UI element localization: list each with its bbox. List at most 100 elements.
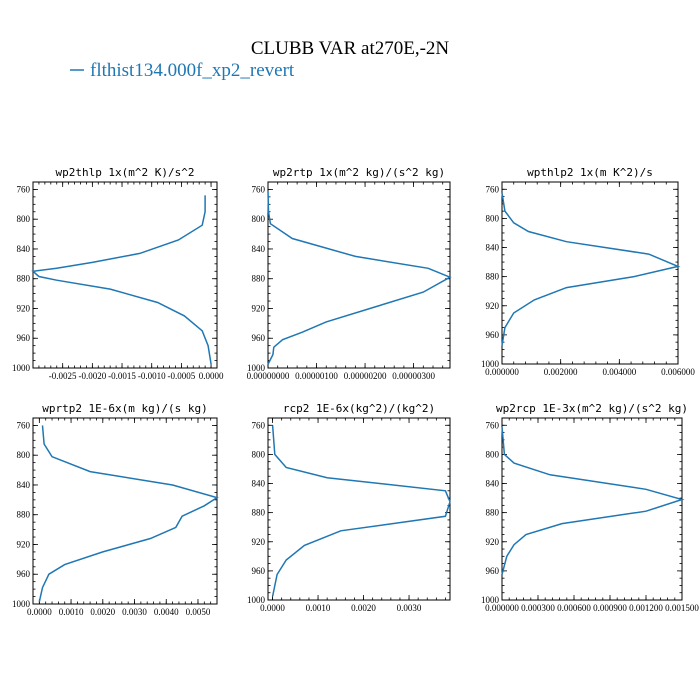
- panel-5: rcp2 1E-6x(kg^2)/(kg^2) 760 800 840 880 920 96…: [247, 402, 451, 613]
- y-tick-label: 760: [486, 184, 500, 194]
- y-tick-label: 760: [252, 420, 266, 430]
- y-tick-label: 920: [486, 301, 500, 311]
- y-tick-label: 1000: [481, 359, 500, 369]
- y-tick-label: 880: [17, 510, 31, 520]
- y-tick-label: 880: [252, 508, 266, 518]
- panels: wp2thlp 1x(m^2 K)/s^2 760 800 840 880 920 960 1…: [12, 166, 699, 617]
- y-tick-label: 1000: [12, 363, 31, 373]
- x-tick-label: 0.001200: [629, 603, 663, 613]
- x-tick-label: 0.00000300: [392, 371, 435, 381]
- y-tick-label: 880: [486, 272, 500, 282]
- y-tick-label: 880: [17, 274, 31, 284]
- panel-title: rcp2 1E-6x(kg^2)/(kg^2): [283, 402, 435, 415]
- x-tick-label: 0.0030: [397, 603, 422, 613]
- x-tick-label: 0.0050: [186, 607, 211, 617]
- y-tick-label: 840: [17, 244, 31, 254]
- x-tick-label: 0.0010: [59, 607, 84, 617]
- x-tick-label: -0.0025: [49, 371, 77, 381]
- x-tick-label: 0.0040: [154, 607, 179, 617]
- x-tick-label: 0.002000: [544, 367, 578, 377]
- x-tick-label: 0.001500: [665, 603, 699, 613]
- x-tick-label: 0.0000: [260, 603, 285, 613]
- series-line: [31, 195, 212, 365]
- y-tick-label: 1000: [481, 595, 500, 605]
- plot-frame: [267, 181, 451, 369]
- y-tick-label: 960: [486, 330, 500, 340]
- y-tick-label: 800: [486, 213, 500, 223]
- y-tick-label: 800: [252, 449, 266, 459]
- plot-frame: [267, 417, 451, 601]
- y-tick-label: 840: [17, 480, 31, 490]
- y-tick-label: 840: [486, 243, 500, 253]
- y-tick-label: 920: [486, 537, 500, 547]
- y-tick-label: 760: [252, 184, 266, 194]
- panel-title: wpthlp2 1x(m K^2)/s: [527, 166, 653, 179]
- y-tick-label: 840: [252, 244, 266, 254]
- y-tick-label: 960: [252, 333, 266, 343]
- panel-6: wp2rcp 1E-3x(m^2 kg)/(s^2 kg) 760 800 840 88…: [481, 402, 699, 613]
- x-tick-label: 0.000900: [593, 603, 627, 613]
- x-tick-label: 0.0010: [306, 603, 331, 613]
- y-tick-label: 1000: [247, 595, 266, 605]
- x-tick-label: -0.0020: [78, 371, 106, 381]
- plot-frame: [32, 181, 218, 369]
- y-tick-label: 760: [17, 184, 31, 194]
- panel-title: wp2rcp 1E-3x(m^2 kg)/(s^2 kg): [496, 402, 688, 415]
- x-tick-label: 0.000000: [485, 603, 519, 613]
- series-line: [501, 192, 681, 346]
- plot-frame: [501, 417, 683, 601]
- x-tick-label: -0.0005: [168, 371, 196, 381]
- x-tick-label: 0.004000: [602, 367, 636, 377]
- y-tick-label: 880: [252, 274, 266, 284]
- series-line: [271, 425, 451, 597]
- x-tick-label: -0.0010: [138, 371, 166, 381]
- x-tick-label: -0.0015: [108, 371, 136, 381]
- series-line: [267, 190, 452, 365]
- y-tick-label: 800: [17, 214, 31, 224]
- panel-title: wp2thlp 1x(m^2 K)/s^2: [55, 166, 194, 179]
- y-tick-label: 760: [17, 420, 31, 430]
- panel-4: wprtp2 1E-6x(m kg)/(s kg) 760 800 840 880 920…: [12, 402, 219, 617]
- x-tick-label: 0.0000: [199, 371, 224, 381]
- y-tick-label: 960: [252, 566, 266, 576]
- y-tick-label: 800: [486, 449, 500, 459]
- y-tick-label: 960: [17, 333, 31, 343]
- x-tick-label: 0.00000000: [247, 371, 290, 381]
- x-tick-label: 0.000000: [485, 367, 519, 377]
- legend-label: flthist134.000f_xp2_revert: [90, 60, 295, 81]
- plot-frame: [501, 181, 679, 365]
- x-tick-label: 0.006000: [661, 367, 695, 377]
- y-tick-label: 1000: [247, 363, 266, 373]
- y-tick-label: 840: [252, 479, 266, 489]
- figure-title: CLUBB VAR at270E,-2N: [251, 38, 450, 59]
- x-tick-label: 0.00000100: [295, 371, 338, 381]
- x-tick-label: 0.00000200: [344, 371, 387, 381]
- y-tick-label: 920: [17, 303, 31, 313]
- y-tick-label: 800: [252, 214, 266, 224]
- panel-2: wp2rtp 1x(m^2 kg)/(s^2 kg) 760 800 840 880 92…: [247, 166, 452, 381]
- y-tick-label: 920: [252, 537, 266, 547]
- y-tick-label: 760: [486, 420, 500, 430]
- series-line: [501, 426, 685, 575]
- y-tick-label: 960: [17, 569, 31, 579]
- panel-title: wprtp2 1E-6x(m kg)/(s kg): [42, 402, 208, 415]
- panel-3: wpthlp2 1x(m K^2)/s 760 800 840 880 920 960 100…: [481, 166, 695, 377]
- y-tick-label: 920: [17, 539, 31, 549]
- y-tick-label: 800: [17, 450, 31, 460]
- x-tick-label: 0.0020: [90, 607, 115, 617]
- plot-frame: [32, 417, 218, 605]
- x-tick-label: 0.000300: [521, 603, 555, 613]
- x-tick-label: 0.0030: [122, 607, 147, 617]
- x-tick-label: 0.0000: [27, 607, 52, 617]
- legend: flthist134.000f_xp2_revert: [70, 60, 295, 81]
- series-line: [38, 425, 219, 602]
- y-tick-label: 840: [486, 479, 500, 489]
- y-tick-label: 880: [486, 508, 500, 518]
- y-tick-label: 920: [252, 303, 266, 313]
- x-tick-label: 0.000600: [557, 603, 591, 613]
- x-tick-label: 0.0020: [351, 603, 376, 613]
- panel-1: wp2thlp 1x(m^2 K)/s^2 760 800 840 880 920 960 1…: [12, 166, 224, 381]
- y-tick-label: 1000: [12, 599, 31, 609]
- panel-title: wp2rtp 1x(m^2 kg)/(s^2 kg): [273, 166, 445, 179]
